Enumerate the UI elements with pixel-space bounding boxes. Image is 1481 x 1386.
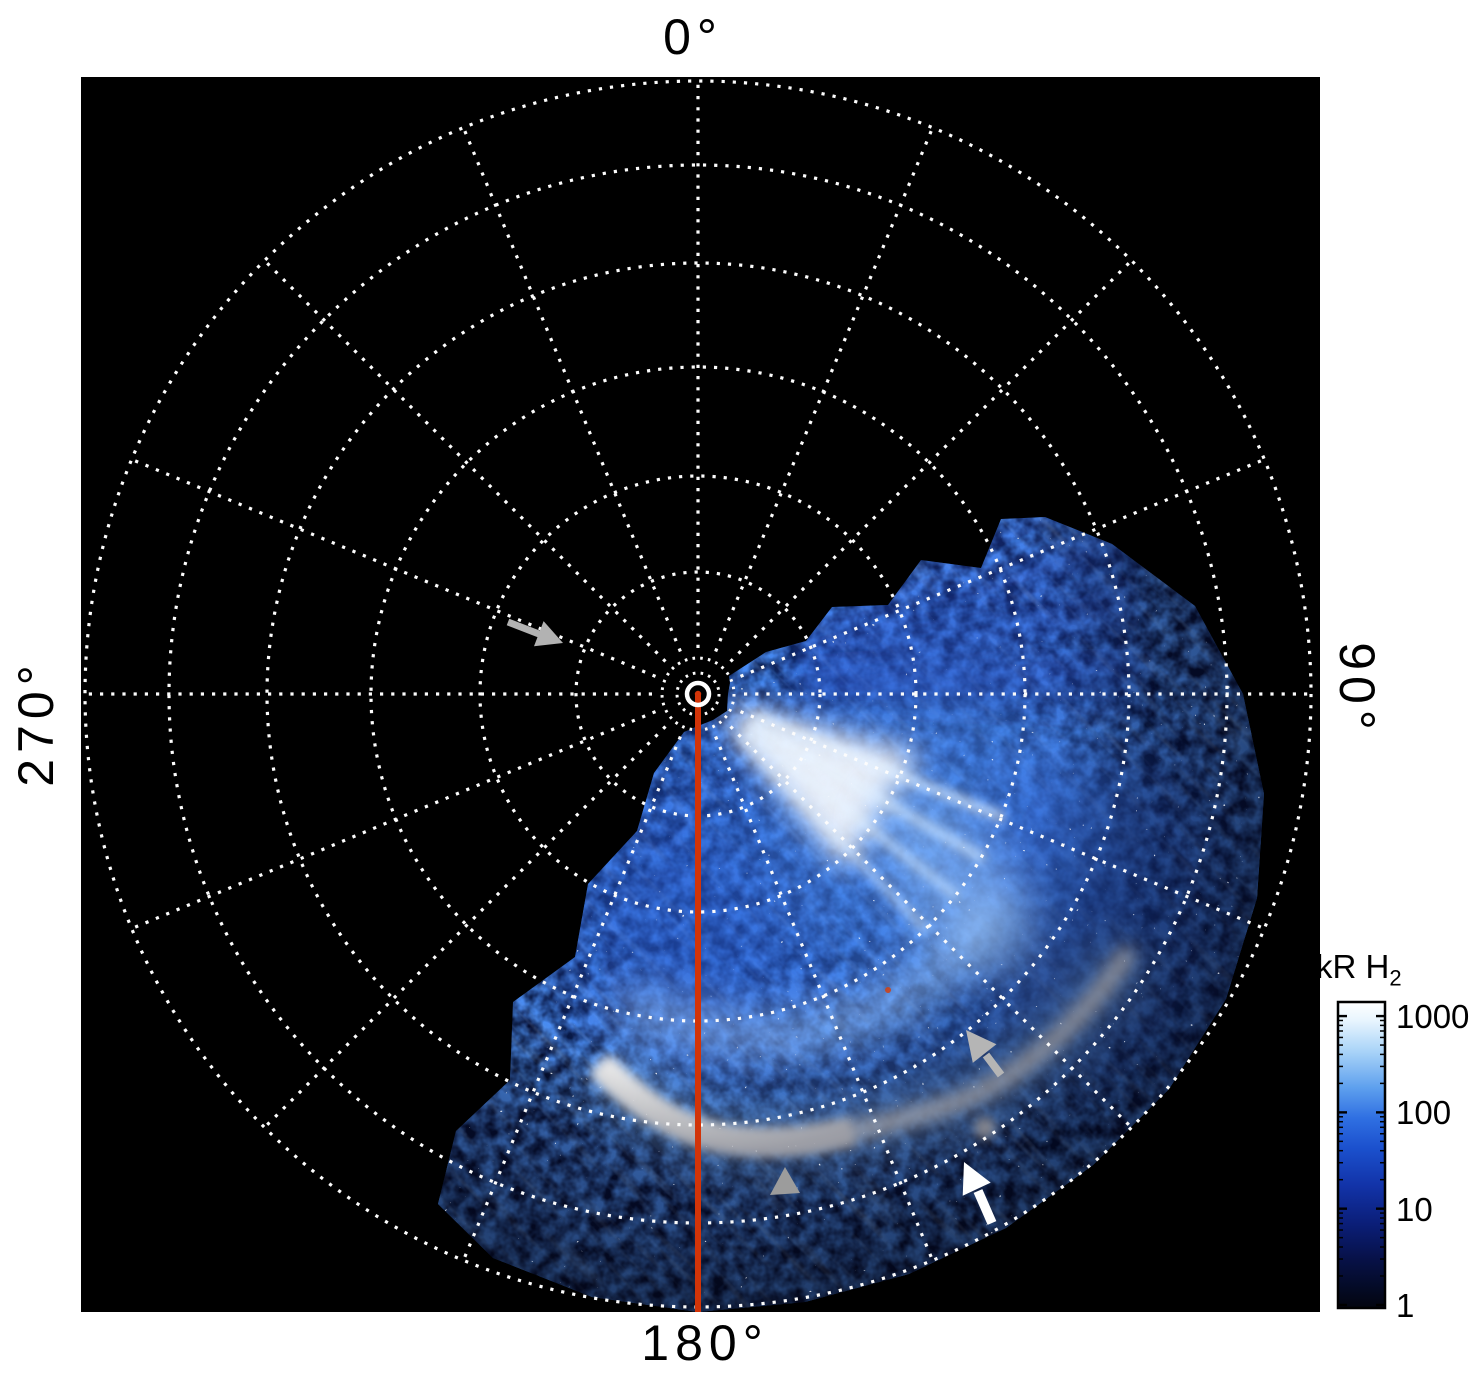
grid-spoke	[263, 259, 667, 663]
grid-spoke	[131, 710, 657, 931]
polar-plot-canvas	[81, 77, 1320, 1312]
colorbar-tick-1000: 1000	[1396, 998, 1470, 1035]
grid-circle	[83, 79, 1313, 1309]
colorbar	[1336, 1000, 1387, 1310]
grid-spoke	[714, 127, 935, 653]
angle-label-0: 0°	[663, 9, 723, 65]
grid-spoke	[739, 457, 1265, 678]
gray-triangle	[770, 1167, 800, 1195]
gray-arrow-right	[966, 1030, 1005, 1078]
gray-arrow-upper-left	[506, 618, 563, 647]
grid-spoke	[739, 710, 1265, 931]
grid-spoke	[729, 725, 1133, 1129]
colorbar-ticks	[1338, 1014, 1385, 1307]
polar-plot	[81, 77, 1320, 1312]
grid-circle	[265, 261, 1131, 1127]
grid-spoke	[729, 259, 1133, 663]
colorbar-tick-100: 100	[1396, 1094, 1452, 1131]
colorbar-gradient	[1336, 1000, 1387, 1310]
artifact-dot	[885, 987, 891, 993]
angle-label-180: 180°	[641, 1315, 769, 1371]
colorbar-tick-10: 10	[1396, 1191, 1433, 1228]
center-ring	[684, 680, 712, 708]
grid-spoke	[263, 725, 667, 1129]
grid-circle	[478, 474, 918, 914]
angle-label-270: 270°	[8, 659, 64, 787]
colorbar-title: kR H2	[1316, 948, 1402, 991]
white-arrow	[962, 1162, 997, 1225]
grid-spoke	[714, 735, 935, 1261]
grid-spoke	[461, 735, 682, 1261]
angle-label-90: 90°	[1329, 642, 1385, 736]
colorbar-tick-1: 1	[1396, 1287, 1415, 1324]
grid-spoke	[461, 127, 682, 653]
center-dot	[694, 690, 702, 698]
grid-spoke	[131, 457, 657, 678]
